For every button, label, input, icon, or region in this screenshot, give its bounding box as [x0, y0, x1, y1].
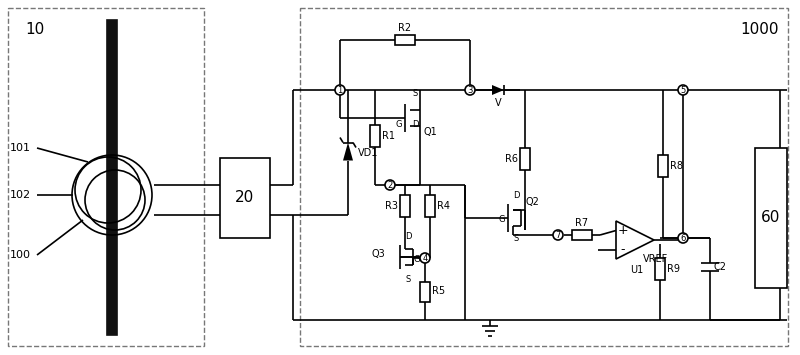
Text: 5: 5	[680, 86, 686, 95]
Text: D: D	[513, 191, 519, 200]
Text: 100: 100	[10, 250, 31, 260]
Text: R6: R6	[505, 154, 518, 164]
Text: D: D	[405, 232, 411, 241]
Bar	[107, 20, 117, 335]
Text: 102: 102	[10, 190, 31, 200]
Bar	[395, 35, 415, 45]
Text: C2: C2	[714, 262, 727, 272]
Bar	[572, 230, 592, 240]
Text: -: -	[621, 243, 626, 256]
Circle shape	[553, 230, 563, 240]
Text: R1: R1	[382, 131, 395, 141]
Text: 101: 101	[10, 143, 31, 153]
Text: S: S	[412, 89, 418, 98]
Text: 1000: 1000	[740, 22, 778, 37]
Text: 60: 60	[762, 211, 781, 225]
Text: S: S	[514, 234, 518, 243]
Bar	[300, 8, 788, 346]
Text: 3: 3	[467, 86, 473, 95]
Text: S: S	[406, 275, 410, 284]
Text: 20: 20	[235, 191, 254, 206]
Circle shape	[385, 180, 395, 190]
Bar	[8, 8, 204, 346]
Text: 1: 1	[338, 86, 342, 95]
Text: R9: R9	[667, 264, 680, 274]
Text: VREF: VREF	[643, 253, 668, 263]
Text: V: V	[494, 98, 502, 108]
Polygon shape	[616, 221, 654, 259]
Bar	[655, 258, 665, 280]
Text: G: G	[498, 215, 505, 224]
Polygon shape	[492, 85, 504, 95]
Text: U1: U1	[630, 265, 644, 275]
Bar	[420, 282, 430, 301]
Text: 7: 7	[555, 231, 561, 240]
Text: G: G	[395, 120, 402, 129]
Text: Q2: Q2	[525, 197, 539, 207]
Text: Q3: Q3	[371, 249, 385, 259]
Circle shape	[678, 85, 688, 95]
Bar	[370, 125, 380, 147]
Circle shape	[678, 233, 688, 243]
Text: R4: R4	[437, 201, 450, 211]
Text: R8: R8	[670, 161, 683, 171]
Bar	[425, 195, 435, 217]
Text: Q1: Q1	[424, 127, 438, 137]
Text: 2: 2	[387, 181, 393, 190]
Circle shape	[465, 85, 475, 95]
Bar	[520, 148, 530, 170]
Text: D: D	[412, 120, 418, 129]
Text: R5: R5	[432, 286, 445, 296]
Text: R7: R7	[575, 218, 589, 228]
Text: G: G	[414, 255, 421, 263]
Polygon shape	[343, 142, 353, 160]
Bar	[400, 195, 410, 217]
Text: 6: 6	[680, 234, 686, 243]
Bar	[658, 155, 668, 177]
Text: R3: R3	[385, 201, 398, 211]
Circle shape	[335, 85, 345, 95]
Bar	[755, 148, 787, 288]
Text: 4: 4	[422, 254, 428, 263]
Text: +: +	[618, 224, 628, 237]
Text: 10: 10	[25, 22, 44, 37]
Bar	[220, 158, 270, 238]
Text: R2: R2	[398, 23, 411, 33]
Text: VD1: VD1	[358, 147, 378, 158]
Circle shape	[420, 253, 430, 263]
